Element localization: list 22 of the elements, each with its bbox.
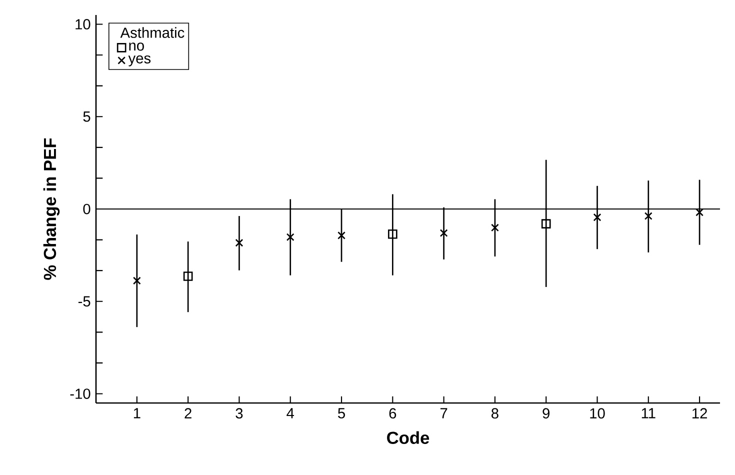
x-tick-label: 3 bbox=[236, 408, 243, 419]
x-tick-label: 7 bbox=[440, 408, 448, 418]
legend-title: Asthmatic bbox=[120, 27, 184, 38]
x-tick-label: 6 bbox=[389, 408, 396, 419]
x-tick-label: 11 bbox=[642, 408, 656, 418]
x-tick-label: 9 bbox=[542, 408, 550, 419]
x-tick-label: 4 bbox=[286, 408, 294, 418]
y-tick-label: 5 bbox=[83, 112, 90, 122]
x-tick-label: 1 bbox=[134, 408, 140, 418]
legend-label: yes bbox=[128, 55, 151, 66]
x-tick-label: 8 bbox=[492, 408, 498, 419]
x-tick-label: 2 bbox=[184, 408, 192, 418]
y-axis-title: % Change in PEF bbox=[43, 138, 60, 280]
x-tick-label: 5 bbox=[338, 408, 345, 418]
x-tick-label: 10 bbox=[590, 408, 605, 419]
x-axis-title: Code bbox=[387, 431, 430, 444]
y-tick-label: -10 bbox=[70, 388, 90, 399]
y-tick-label: 0 bbox=[83, 204, 90, 214]
y-tick-label: -5 bbox=[78, 296, 90, 306]
x-tick-label: 12 bbox=[692, 408, 707, 418]
y-tick-label: 10 bbox=[76, 19, 90, 30]
legend-label: no bbox=[129, 42, 144, 51]
